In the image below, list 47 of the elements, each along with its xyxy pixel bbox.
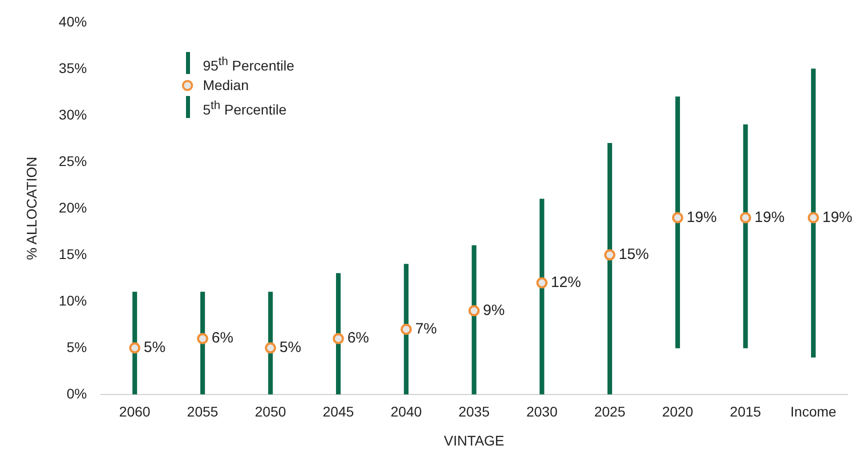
point — [604, 249, 616, 260]
y-axis-title: % ALLOCATION — [23, 156, 40, 260]
data-label: 6% — [347, 330, 370, 347]
x-tick-label: 2020 — [662, 404, 694, 420]
x-tick-label: Income — [790, 404, 837, 420]
legend-label: Median — [202, 76, 249, 96]
data-label: 15% — [618, 246, 649, 264]
x-tick-label: 2015 — [730, 404, 762, 420]
point — [197, 333, 208, 344]
x-tick-label: 2040 — [390, 404, 422, 420]
data-label: 19% — [822, 208, 852, 226]
legend-label: 5$^{th}$ Percentile — [202, 98, 286, 120]
point — [129, 342, 140, 354]
y-tick-label: 0% — [66, 385, 87, 402]
x-tick-label: 2030 — [526, 404, 558, 420]
data-label: 6% — [212, 330, 234, 347]
data-label: 5% — [144, 339, 166, 356]
data-label: 19% — [754, 208, 785, 226]
point — [740, 212, 752, 224]
legend-label: 95$^{th}$ Percentile — [202, 54, 294, 76]
y-tick-label: 25% — [58, 152, 87, 169]
x-tick-label: 2050 — [254, 404, 286, 420]
y-tick-label: 10% — [58, 292, 87, 308]
y-tick-label: 35% — [58, 60, 87, 76]
point — [536, 277, 548, 288]
data-label: 5% — [279, 339, 302, 356]
y-tick-label: 40% — [58, 13, 87, 30]
y-tick-label: 15% — [58, 246, 87, 262]
data-label: 12% — [550, 274, 581, 291]
x-axis-title: VINTAGE — [444, 432, 504, 448]
point — [468, 305, 480, 316]
x-tick-label: 2060 — [119, 404, 151, 420]
x-tick-label: 2025 — [594, 404, 626, 420]
data-label: 7% — [415, 320, 437, 338]
data-label: 9% — [483, 302, 505, 319]
x-tick-label: 2035 — [458, 404, 490, 420]
data-label: 19% — [686, 208, 717, 226]
point — [264, 342, 276, 354]
point — [808, 212, 819, 224]
point — [332, 333, 344, 344]
x-tick-label: 2055 — [187, 404, 218, 420]
point — [672, 212, 684, 224]
y-tick-label: 5% — [66, 338, 87, 355]
point — [400, 324, 412, 335]
y-tick-label: 30% — [58, 106, 87, 122]
y-tick-label: 20% — [58, 199, 87, 216]
x-tick-label: 2045 — [322, 404, 354, 420]
